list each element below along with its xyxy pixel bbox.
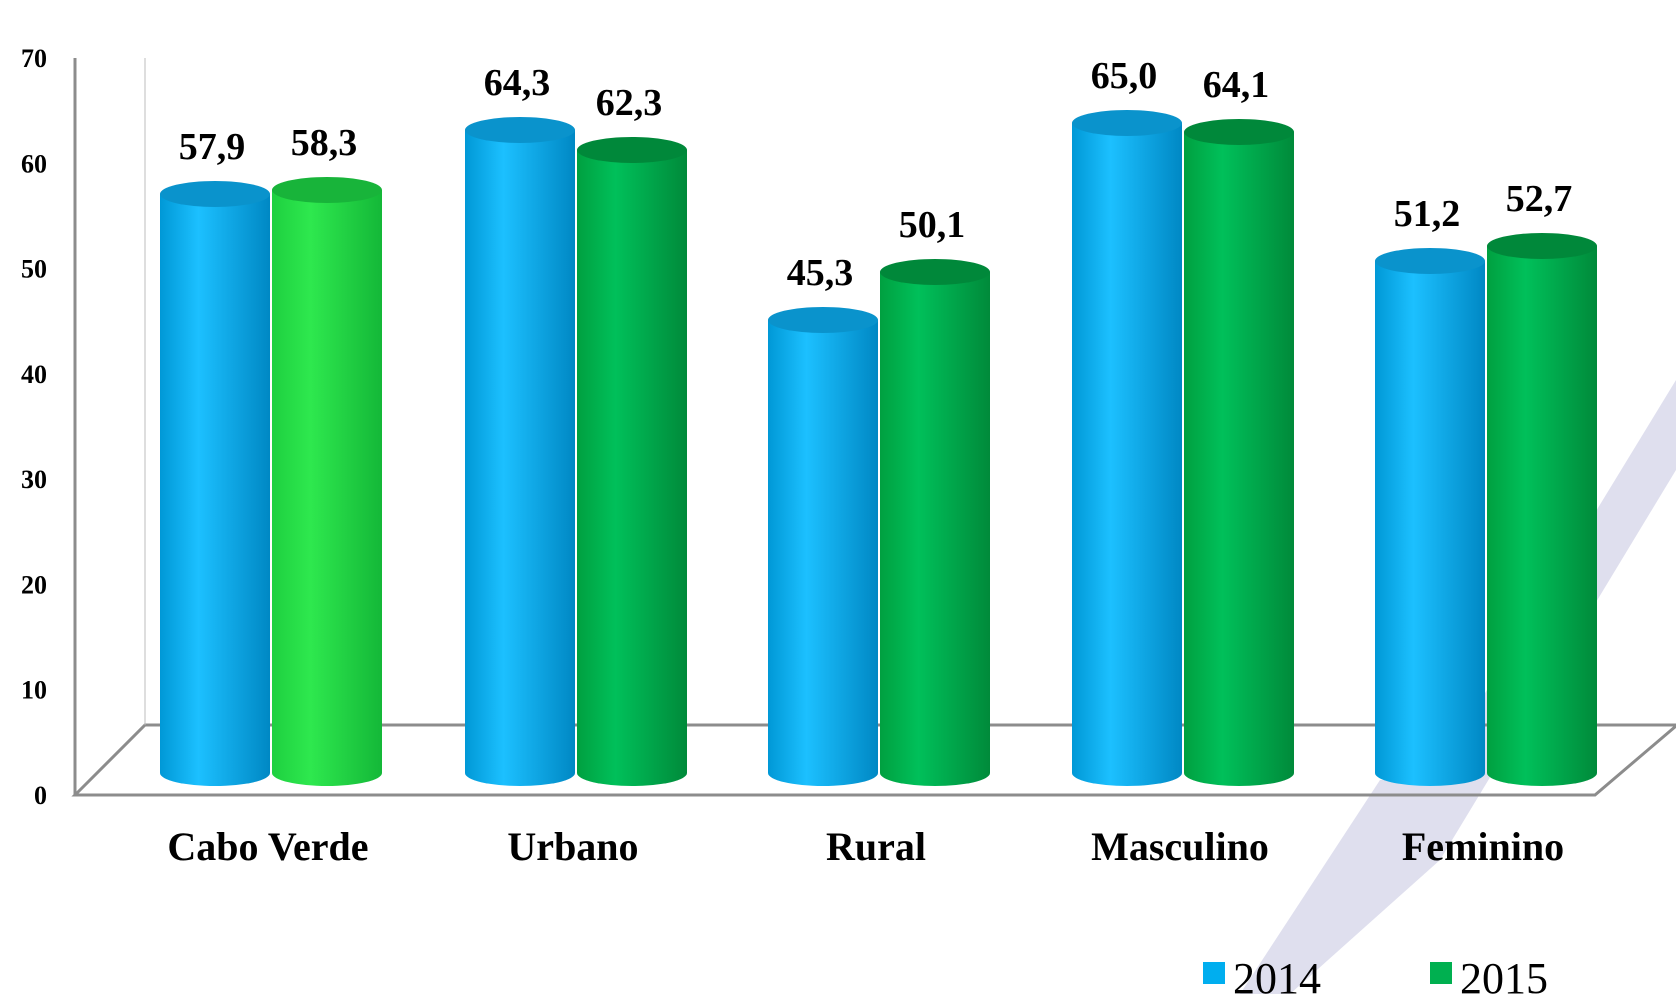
category-label: Feminino — [1402, 824, 1564, 869]
bar-2015 — [880, 259, 990, 786]
y-tick-label: 60 — [21, 149, 47, 178]
y-tick-label: 20 — [21, 570, 47, 599]
legend-label-2015: 2015 — [1460, 954, 1548, 994]
bar-2014 — [1375, 248, 1485, 786]
bar-cap — [160, 181, 270, 207]
bar-body — [768, 320, 878, 786]
bar-cap — [1375, 248, 1485, 274]
y-tick-label: 10 — [21, 676, 47, 705]
y-axis-ticks: 0 10 20 30 40 50 60 70 — [21, 44, 47, 810]
legend-swatch-2015 — [1430, 962, 1452, 984]
data-label: 51,2 — [1394, 193, 1461, 235]
data-label: 64,1 — [1203, 64, 1270, 106]
category-label: Masculino — [1091, 824, 1269, 869]
bar-cap — [768, 307, 878, 333]
data-label: 58,3 — [291, 122, 358, 164]
legend: 2014 2015 — [1203, 954, 1548, 994]
bar-body — [160, 194, 270, 786]
bar-cap — [1487, 233, 1597, 259]
y-tick-label: 50 — [21, 255, 47, 284]
y-tick-label: 30 — [21, 465, 47, 494]
category-label: Urbano — [507, 824, 638, 869]
bar-body — [880, 272, 990, 786]
bar-2015 — [1184, 119, 1294, 786]
bars — [160, 110, 1597, 786]
bar-body — [1184, 132, 1294, 786]
plot-frame — [71, 58, 1676, 797]
data-label: 64,3 — [484, 62, 551, 104]
bar-cap — [1184, 119, 1294, 145]
bar-cap — [465, 117, 575, 143]
bar-body — [577, 150, 687, 786]
bar-body — [1375, 261, 1485, 786]
bar-cap — [1072, 110, 1182, 136]
y-tick-label: 0 — [34, 781, 47, 810]
legend-swatch-2014 — [1203, 962, 1225, 984]
legend-label-2014: 2014 — [1233, 954, 1321, 994]
category-label: Rural — [826, 824, 926, 869]
bar-cap — [577, 137, 687, 163]
bar-2015 — [272, 177, 382, 786]
bar-body — [272, 190, 382, 786]
bar-2014 — [768, 307, 878, 786]
floor — [71, 723, 1676, 797]
data-label: 52,7 — [1506, 178, 1573, 220]
bar-2014 — [1072, 110, 1182, 786]
bar-2014 — [465, 117, 575, 786]
bar-2015 — [1487, 233, 1597, 786]
data-labels: 57,9 58,3 64,3 62,3 45,3 50,1 65,0 64,1 51,2 52,7 — [179, 55, 1573, 294]
bar-2014 — [160, 181, 270, 786]
bar-2015 — [577, 137, 687, 786]
data-label: 57,9 — [179, 126, 246, 168]
bar-cap — [272, 177, 382, 203]
data-label: 65,0 — [1091, 55, 1158, 97]
data-label: 62,3 — [596, 82, 663, 124]
y-tick-label: 40 — [21, 360, 47, 389]
data-label: 50,1 — [899, 204, 966, 246]
y-tick-label: 70 — [21, 44, 47, 73]
watermark-stroke — [1240, 380, 1676, 994]
data-label: 45,3 — [787, 252, 854, 294]
bar-body — [1487, 246, 1597, 786]
category-labels: Cabo Verde Urbano Rural Masculino Feminino — [167, 824, 1564, 869]
bar-cap — [880, 259, 990, 285]
category-label: Cabo Verde — [167, 824, 368, 869]
bar-body — [465, 130, 575, 786]
bar-body — [1072, 123, 1182, 786]
